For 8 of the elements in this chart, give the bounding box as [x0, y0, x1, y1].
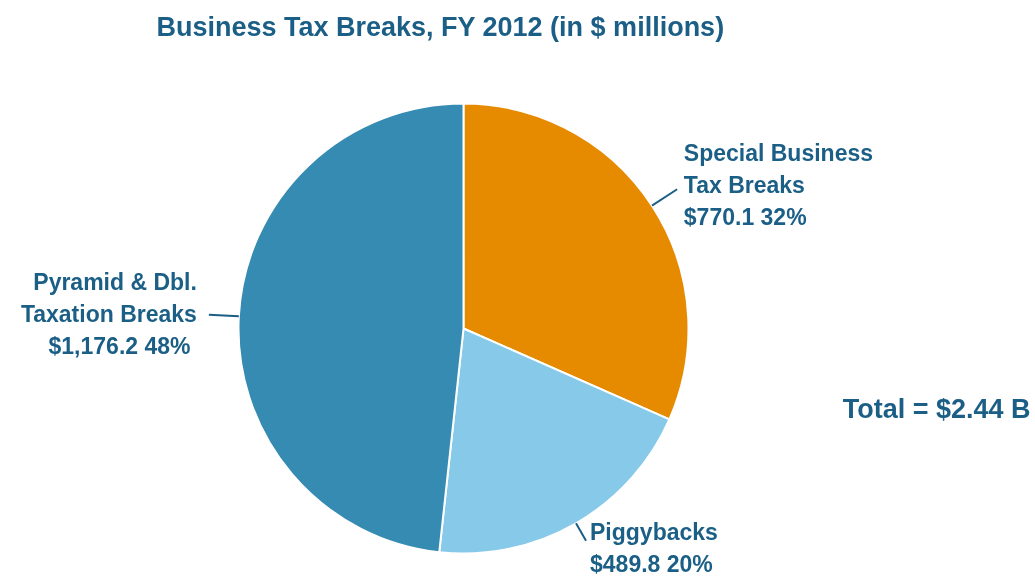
- slice-label: Pyramid & Dbl. Taxation Breaks: [20, 269, 197, 328]
- data-label: $770.1 32%: [683, 203, 807, 230]
- text: Total = $2.44 B: [842, 393, 1031, 424]
- slice-label: Special Business Tax Breaks: [683, 139, 874, 198]
- data-label: $489.8 20%: [590, 550, 713, 577]
- slice-label: Piggybacks: [590, 518, 718, 545]
- chart-title: Business Tax Breaks, FY 2012 (in $ millions): [156, 11, 725, 42]
- data-label: $1,176.2 48%: [48, 333, 191, 360]
